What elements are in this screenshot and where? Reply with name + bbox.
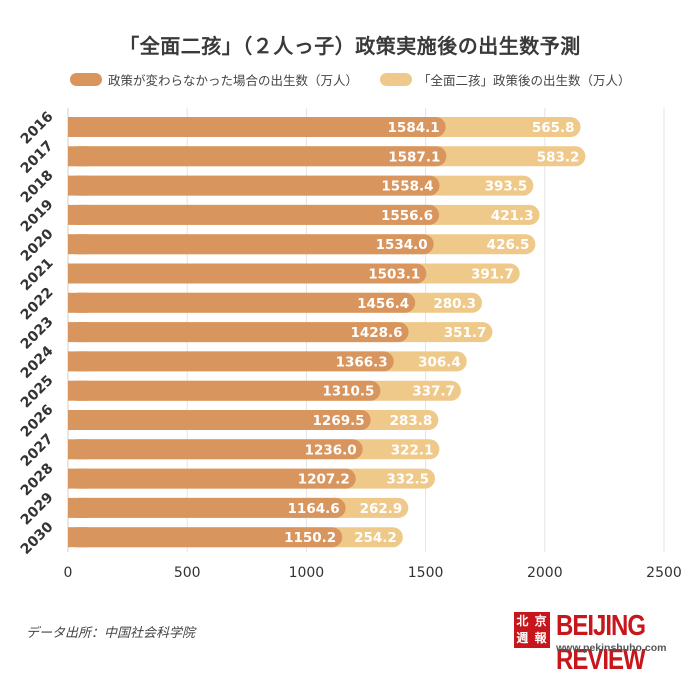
y-tick-label: 2027 <box>18 431 57 470</box>
data-label-policy: 322.1 <box>391 442 434 458</box>
bar-baseline <box>68 527 343 548</box>
data-label-baseline: 1236.0 <box>305 442 357 458</box>
x-tick-label: 0 <box>64 565 73 581</box>
y-tick-label: 2023 <box>18 314 57 353</box>
y-tick-label: 2028 <box>18 460 57 499</box>
y-tick-label: 2024 <box>18 343 57 382</box>
bar-baseline <box>68 292 416 313</box>
data-label-policy: 254.2 <box>354 530 397 546</box>
y-tick-label: 2021 <box>18 255 57 294</box>
y-tick-label: 2029 <box>18 490 57 529</box>
y-tick-label: 2022 <box>18 285 57 324</box>
bar-baseline <box>68 234 434 255</box>
y-tick-label: 2019 <box>18 197 57 236</box>
x-tick-label: 2000 <box>527 565 563 581</box>
bar-baseline <box>68 175 440 196</box>
data-label-baseline: 1366.3 <box>336 354 388 370</box>
data-label-policy: 393.5 <box>485 179 528 195</box>
data-label-policy: 351.7 <box>444 325 487 341</box>
data-label-policy: 583.2 <box>537 149 580 165</box>
chart-title: 「全面二孩」（２人っ子）政策実施後の出生数予測 <box>119 34 581 58</box>
y-tick-label: 2018 <box>18 167 57 206</box>
data-label-baseline: 1456.4 <box>357 296 409 312</box>
legend: 政策が変わらなかった場合の出生数（万人） 「全面二孩」政策後の出生数（万人） <box>70 70 653 89</box>
data-label-policy: 391.7 <box>471 267 514 283</box>
data-label-policy: 262.9 <box>360 501 403 517</box>
legend-label-baseline: 政策が変わらなかった場合の出生数（万人） <box>108 73 359 88</box>
data-label-policy: 332.5 <box>386 472 429 488</box>
legend-swatch-baseline <box>70 73 102 86</box>
y-tick-label: 2026 <box>18 402 57 441</box>
y-tick-label: 2016 <box>18 109 57 148</box>
data-label-baseline: 1150.2 <box>284 530 336 546</box>
y-tick-label: 2020 <box>18 226 57 265</box>
data-label-policy: 421.3 <box>491 208 534 224</box>
data-label-baseline: 1207.2 <box>298 472 350 488</box>
y-tick-label: 2030 <box>18 519 57 558</box>
y-tick-label: 2017 <box>18 138 57 177</box>
bar-baseline <box>68 117 446 137</box>
bar-baseline <box>68 351 394 372</box>
bar-chart: 0 500 1000 1500 2000 2500 1584.1 565.8 2016 1587.… <box>18 108 682 581</box>
bar-baseline <box>68 410 371 430</box>
brand-logo: 北 京週 報 BEIJING REVIEW www.pekinshuho.com <box>514 610 694 676</box>
legend-label-policy: 「全面二孩」政策後の出生数（万人） <box>418 73 631 88</box>
bar-baseline <box>68 146 447 167</box>
x-tick-label: 500 <box>174 565 201 581</box>
data-label-baseline: 1587.1 <box>388 149 440 165</box>
source-note: データ出所：中国社会科学院 <box>26 626 196 641</box>
bar-baseline <box>68 497 346 518</box>
bar-baseline <box>68 263 427 284</box>
x-tick-label: 1500 <box>408 565 444 581</box>
data-label-baseline: 1584.1 <box>388 120 440 136</box>
brand-url: www.pekinshuho.com <box>556 642 667 654</box>
y-tick-label: 2025 <box>18 372 57 411</box>
bar-baseline <box>68 439 363 460</box>
data-label-policy: 306.4 <box>418 354 461 370</box>
data-label-policy: 426.5 <box>487 237 530 253</box>
brand-seal: 北 京週 報 <box>514 612 550 648</box>
legend-item-baseline: 政策が変わらなかった場合の出生数（万人） <box>70 70 358 89</box>
x-tick-label: 1000 <box>289 565 325 581</box>
data-label-baseline: 1556.6 <box>381 208 433 224</box>
data-label-policy: 565.8 <box>532 120 575 136</box>
bar-baseline <box>68 468 356 489</box>
data-label-baseline: 1164.6 <box>288 501 340 517</box>
bar-baseline <box>68 322 409 343</box>
data-label-baseline: 1503.1 <box>368 267 420 283</box>
data-label-baseline: 1558.4 <box>381 179 433 195</box>
bar-baseline <box>68 380 381 401</box>
data-label-policy: 337.7 <box>412 384 455 400</box>
data-label-policy: 280.3 <box>433 296 476 312</box>
legend-swatch-policy <box>380 73 413 86</box>
data-label-baseline: 1269.5 <box>313 413 365 429</box>
data-label-baseline: 1310.5 <box>322 384 374 400</box>
x-tick-label: 2500 <box>646 565 682 581</box>
data-label-policy: 283.8 <box>390 413 433 429</box>
data-label-baseline: 1428.6 <box>350 325 402 341</box>
bar-baseline <box>68 204 440 225</box>
legend-item-policy: 「全面二孩」政策後の出生数（万人） <box>380 70 631 89</box>
data-label-baseline: 1534.0 <box>376 237 428 253</box>
